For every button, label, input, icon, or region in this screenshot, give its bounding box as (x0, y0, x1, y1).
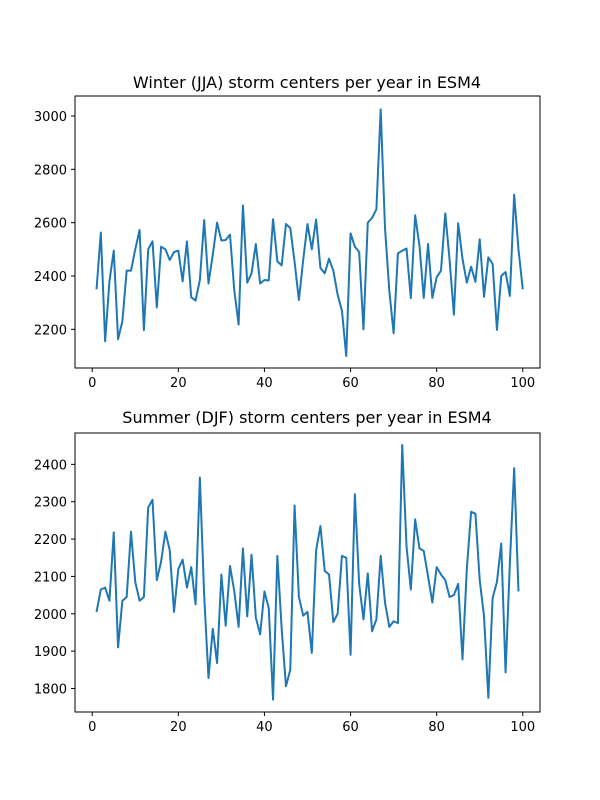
summer-y-tick-label: 2400 (34, 458, 67, 473)
winter-chart: Winter (JJA) storm centers per year in E… (34, 73, 541, 391)
winter-x-tick-label: 40 (256, 376, 273, 391)
summer-x-tick-label: 60 (342, 720, 359, 735)
winter-plot-frame (74, 95, 541, 369)
winter-y-tick-label: 2400 (34, 270, 67, 285)
summer-y-tick-label: 2100 (34, 570, 67, 585)
winter-x-tick-label: 0 (88, 376, 96, 391)
summer-x-tick-label: 40 (256, 720, 273, 735)
summer-plot-frame (74, 432, 541, 713)
winter-x-tick-label: 80 (428, 376, 445, 391)
summer-x-tick-label: 80 (428, 720, 445, 735)
summer-chart: Summer (DJF) storm centers per year in E… (34, 408, 541, 735)
winter-x-tick-label: 100 (510, 376, 535, 391)
summer-x-tick-label: 20 (170, 720, 187, 735)
summer-x-tick-label: 0 (88, 720, 96, 735)
summer-y-tick-label: 1800 (34, 682, 67, 697)
winter-series-line (95, 108, 524, 357)
summer-y-tick-label: 2000 (34, 608, 67, 623)
winter-y-tick-label: 2600 (34, 217, 67, 232)
summer-y-tick-label: 1900 (34, 645, 67, 660)
summer-y-tick-label: 2300 (34, 496, 67, 511)
winter-chart-title: Winter (JJA) storm centers per year in E… (133, 73, 481, 92)
winter-y-tick-label: 2200 (34, 323, 67, 338)
winter-x-tick-label: 60 (342, 376, 359, 391)
summer-x-tick-label: 100 (510, 720, 535, 735)
winter-y-tick-label: 3000 (34, 110, 67, 125)
summer-series-line (95, 443, 520, 701)
summer-y-tick-label: 2200 (34, 533, 67, 548)
winter-y-tick-label: 2800 (34, 163, 67, 178)
summer-chart-title: Summer (DJF) storm centers per year in E… (122, 408, 491, 427)
winter-x-tick-label: 20 (170, 376, 187, 391)
